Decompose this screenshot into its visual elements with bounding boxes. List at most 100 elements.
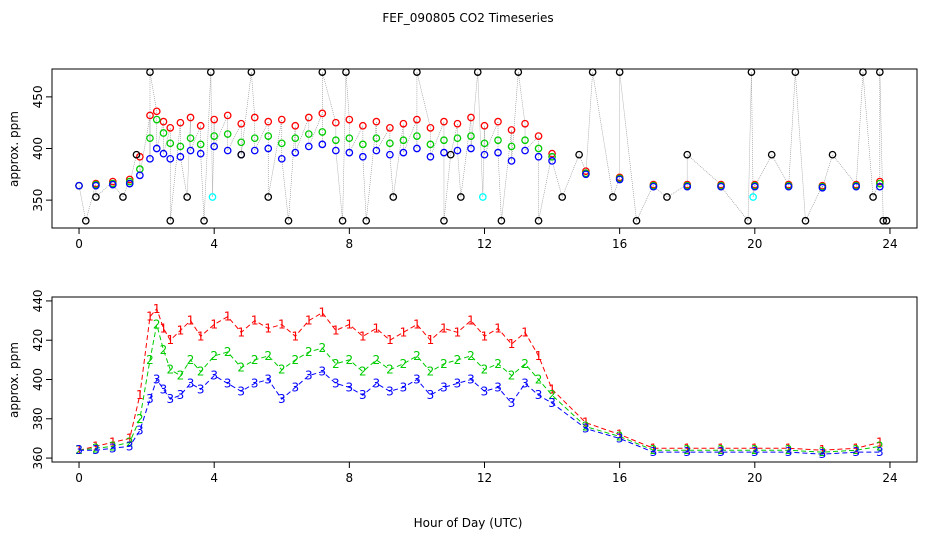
bottom-marker-blue: 3 (126, 439, 134, 453)
top-point-red (372, 117, 381, 126)
bottom-marker-green: 2 (160, 343, 168, 357)
bottom-marker-blue: 3 (535, 388, 543, 402)
bottom-marker-blue: 3 (427, 388, 435, 402)
bottom-marker-blue: 3 (187, 376, 195, 390)
top-point-red (359, 121, 367, 130)
bottom-marker-blue: 3 (109, 441, 117, 455)
top-point-cyan (749, 193, 757, 201)
top-point-blue (92, 181, 100, 190)
top-point-black (609, 193, 617, 201)
bottom-marker-green: 2 (210, 349, 218, 363)
top-point-black (264, 193, 273, 201)
bottom-marker-red: 1 (166, 333, 174, 347)
top-point-red (277, 115, 286, 124)
bottom-x-tick-label: 20 (747, 471, 762, 485)
bottom-marker-red: 1 (332, 323, 340, 337)
top-point-blue (223, 146, 232, 155)
top-point-black (456, 193, 465, 201)
bottom-marker-red: 1 (160, 321, 168, 335)
bottom-marker-red: 1 (440, 321, 448, 335)
top-x-tick-label: 0 (75, 237, 83, 251)
bottom-marker-blue: 3 (650, 445, 658, 459)
top-point-green (304, 130, 313, 138)
top-point-black (801, 216, 810, 225)
top-point-blue (399, 148, 408, 157)
top-point-red (176, 118, 185, 127)
bottom-marker-red: 1 (346, 318, 354, 332)
top-point-blue (818, 183, 827, 192)
bottom-marker-red: 1 (109, 435, 117, 449)
top-point-blue (534, 152, 543, 161)
bottom-marker-blue: 3 (386, 384, 394, 398)
bottom-marker-blue: 3 (332, 376, 340, 390)
bottom-x-tick-label: 4 (210, 471, 218, 485)
top-x-tick-label: 4 (210, 237, 218, 251)
top-point-red (186, 113, 195, 122)
top-x-tick-label: 24 (882, 237, 897, 251)
bottom-marker-red: 1 (876, 435, 884, 449)
bottom-marker-blue: 3 (224, 376, 232, 390)
bottom-marker-blue: 3 (400, 380, 408, 394)
bottom-marker-green: 2 (197, 365, 205, 379)
top-point-blue (413, 144, 421, 153)
top-point-black (338, 216, 347, 225)
bottom-marker-blue: 3 (166, 392, 174, 406)
top-point-black (183, 193, 192, 201)
bottom-marker-red: 1 (467, 314, 475, 328)
top-point-blue (136, 171, 144, 180)
top-plot-data (75, 68, 891, 225)
bottom-marker-blue: 3 (508, 396, 516, 410)
top-x-tick-label: 20 (747, 237, 762, 251)
top-point-blue (176, 152, 185, 161)
top-point-black (92, 193, 100, 201)
top-point-blue (159, 149, 168, 158)
top-point-black (81, 216, 90, 225)
bottom-marker-green: 2 (224, 345, 232, 359)
bottom-marker-blue: 3 (153, 373, 161, 387)
bottom-marker-green: 2 (92, 441, 100, 455)
top-point-blue (683, 182, 692, 191)
top-point-green (875, 179, 884, 188)
top-point-blue (467, 144, 475, 153)
bottom-marker-blue: 3 (717, 445, 725, 459)
bottom-marker-green: 2 (278, 363, 286, 377)
bottom-marker-red: 1 (521, 325, 529, 339)
bottom-marker-green: 2 (751, 443, 759, 457)
top-point-green (331, 136, 340, 145)
top-point-blue (386, 150, 394, 159)
bottom-marker-blue: 3 (305, 369, 313, 383)
bottom-marker-red: 1 (237, 325, 245, 339)
bottom-marker-blue: 3 (454, 376, 462, 390)
top-point-black (146, 68, 154, 76)
top-point-red (159, 117, 168, 126)
top-point-red (166, 124, 175, 132)
top-point-black (389, 193, 398, 201)
top-point-blue (717, 182, 725, 191)
top-point-green (426, 140, 435, 149)
top-point-blue (852, 182, 861, 191)
top-point-cyan (478, 193, 487, 201)
bottom-marker-blue: 3 (467, 373, 475, 387)
top-point-red (146, 111, 154, 120)
bottom-marker-blue: 3 (359, 388, 367, 402)
top-point-black (362, 216, 371, 225)
top-point-blue (507, 157, 516, 165)
top-point-red (467, 113, 475, 122)
top-point-blue (277, 154, 286, 163)
bottom-marker-red: 1 (126, 431, 134, 445)
top-point-green (196, 140, 205, 149)
top-point-black (767, 150, 776, 159)
bottom-marker-blue: 3 (785, 445, 793, 459)
top-point-blue (75, 181, 83, 190)
top-point-red (223, 111, 232, 120)
bottom-marker-red: 1 (427, 333, 435, 347)
bottom-marker-blue: 3 (413, 373, 421, 387)
bottom-marker-green: 2 (582, 420, 590, 434)
top-point-blue (108, 180, 117, 189)
bottom-marker-red: 1 (454, 325, 462, 339)
top-point-red (250, 113, 259, 122)
top-point-blue (210, 142, 219, 151)
top-point-green (507, 142, 516, 151)
